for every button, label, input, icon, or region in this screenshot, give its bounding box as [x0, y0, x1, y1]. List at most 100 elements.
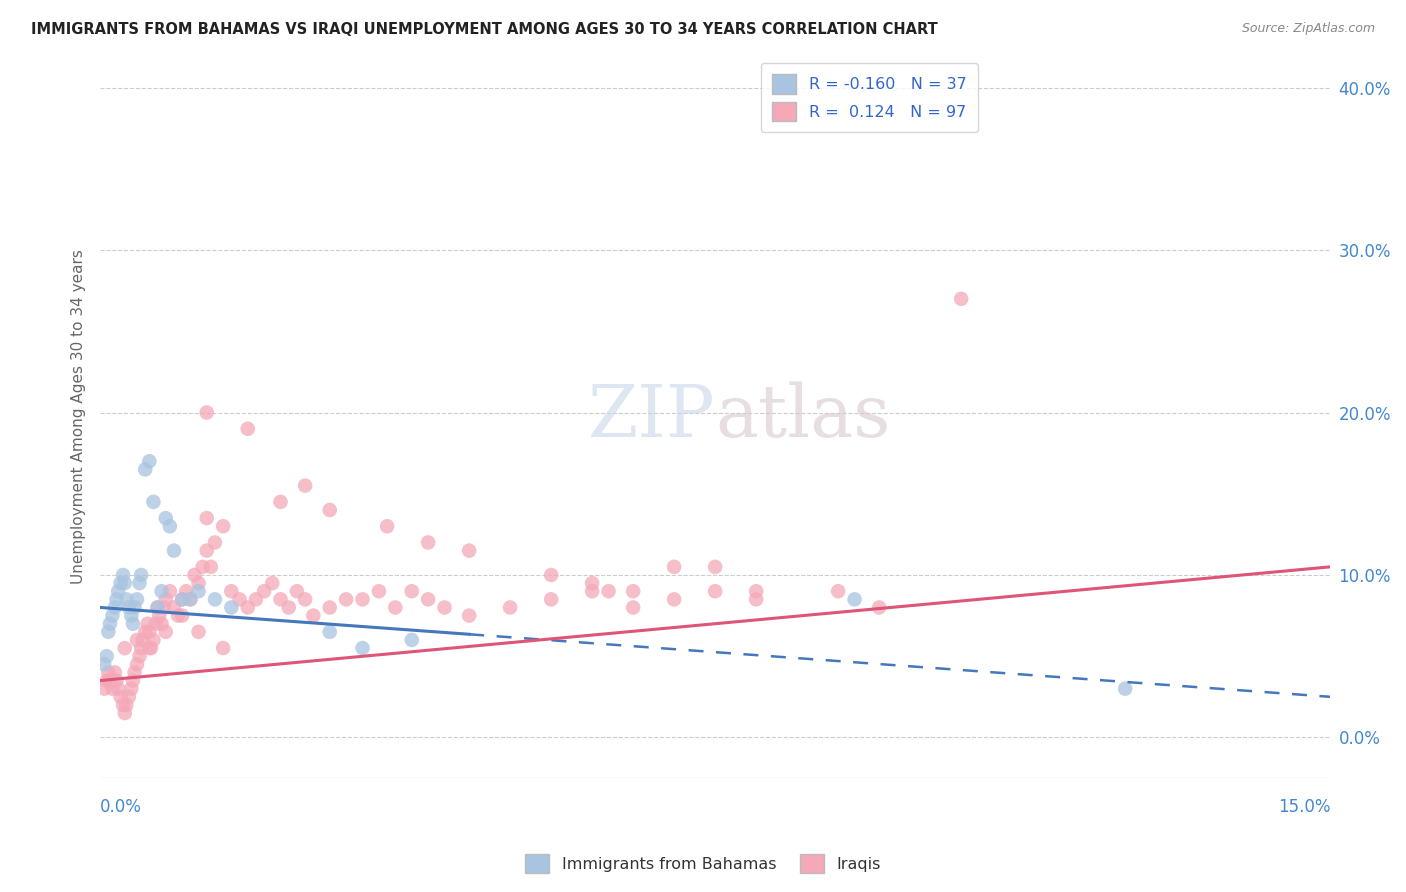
Point — [204, 535, 226, 549]
Point — [418, 535, 440, 549]
Point — [540, 568, 562, 582]
Point — [187, 624, 209, 639]
Point — [124, 665, 146, 680]
Point — [104, 665, 127, 680]
Point — [704, 584, 727, 599]
Point — [163, 543, 186, 558]
Point — [155, 511, 177, 525]
Point — [145, 616, 167, 631]
Point — [270, 495, 292, 509]
Point — [159, 519, 181, 533]
Point — [253, 584, 276, 599]
Point — [183, 568, 205, 582]
Point — [142, 495, 165, 509]
Point — [155, 624, 177, 639]
Point — [433, 600, 456, 615]
Legend: Immigrants from Bahamas, Iraqis: Immigrants from Bahamas, Iraqis — [519, 847, 887, 880]
Point — [704, 559, 727, 574]
Point — [294, 478, 316, 492]
Text: IMMIGRANTS FROM BAHAMAS VS IRAQI UNEMPLOYMENT AMONG AGES 30 TO 34 YEARS CORRELAT: IMMIGRANTS FROM BAHAMAS VS IRAQI UNEMPLO… — [31, 22, 938, 37]
Legend: R = -0.160   N = 37, R =  0.124   N = 97: R = -0.160 N = 37, R = 0.124 N = 97 — [761, 63, 977, 132]
Point — [125, 592, 148, 607]
Point — [294, 592, 316, 607]
Point — [124, 600, 146, 615]
Point — [97, 624, 120, 639]
Point — [112, 698, 135, 712]
Point — [115, 592, 138, 607]
Point — [93, 657, 115, 672]
Point — [138, 624, 160, 639]
Point — [745, 584, 768, 599]
Point — [146, 600, 169, 615]
Point — [319, 600, 342, 615]
Point — [120, 608, 142, 623]
Point — [375, 519, 398, 533]
Text: Source: ZipAtlas.com: Source: ZipAtlas.com — [1241, 22, 1375, 36]
Point — [228, 592, 250, 607]
Point — [418, 592, 440, 607]
Point — [129, 568, 152, 582]
Point — [96, 673, 118, 688]
Text: atlas: atlas — [716, 381, 890, 452]
Point — [179, 592, 201, 607]
Point — [187, 576, 209, 591]
Point — [122, 616, 145, 631]
Point — [98, 616, 121, 631]
Point — [245, 592, 267, 607]
Point — [118, 690, 141, 704]
Point — [270, 592, 292, 607]
Point — [200, 559, 222, 574]
Y-axis label: Unemployment Among Ages 30 to 34 years: Unemployment Among Ages 30 to 34 years — [72, 249, 86, 584]
Point — [401, 584, 423, 599]
Point — [107, 584, 129, 599]
Point — [179, 592, 201, 607]
Point — [302, 608, 325, 623]
Point — [319, 624, 342, 639]
Point — [174, 584, 197, 599]
Point — [204, 592, 226, 607]
Point — [159, 584, 181, 599]
Point — [187, 584, 209, 599]
Point — [101, 608, 124, 623]
Point — [114, 706, 136, 720]
Point — [212, 641, 235, 656]
Point — [118, 600, 141, 615]
Point — [172, 608, 194, 623]
Point — [581, 584, 603, 599]
Point — [134, 462, 156, 476]
Point — [167, 608, 190, 623]
Point — [120, 681, 142, 696]
Point — [172, 592, 194, 607]
Point — [621, 584, 644, 599]
Point — [827, 584, 849, 599]
Point — [125, 657, 148, 672]
Point — [195, 405, 218, 419]
Text: ZIP: ZIP — [588, 381, 716, 452]
Point — [150, 584, 173, 599]
Point — [107, 681, 129, 696]
Point — [112, 568, 135, 582]
Point — [195, 543, 218, 558]
Point — [138, 641, 160, 656]
Point — [101, 681, 124, 696]
Point — [499, 600, 522, 615]
Point — [581, 576, 603, 591]
Point — [1114, 681, 1136, 696]
Point — [132, 632, 155, 647]
Point — [540, 592, 562, 607]
Point — [136, 616, 159, 631]
Point — [195, 511, 218, 525]
Point — [745, 592, 768, 607]
Text: 15.0%: 15.0% — [1278, 797, 1330, 815]
Point — [139, 641, 162, 656]
Point — [104, 600, 127, 615]
Point — [384, 600, 406, 615]
Point — [868, 600, 890, 615]
Point — [110, 576, 132, 591]
Point — [319, 503, 342, 517]
Point — [950, 292, 973, 306]
Point — [163, 600, 186, 615]
Text: 0.0%: 0.0% — [100, 797, 142, 815]
Point — [844, 592, 866, 607]
Point — [277, 600, 299, 615]
